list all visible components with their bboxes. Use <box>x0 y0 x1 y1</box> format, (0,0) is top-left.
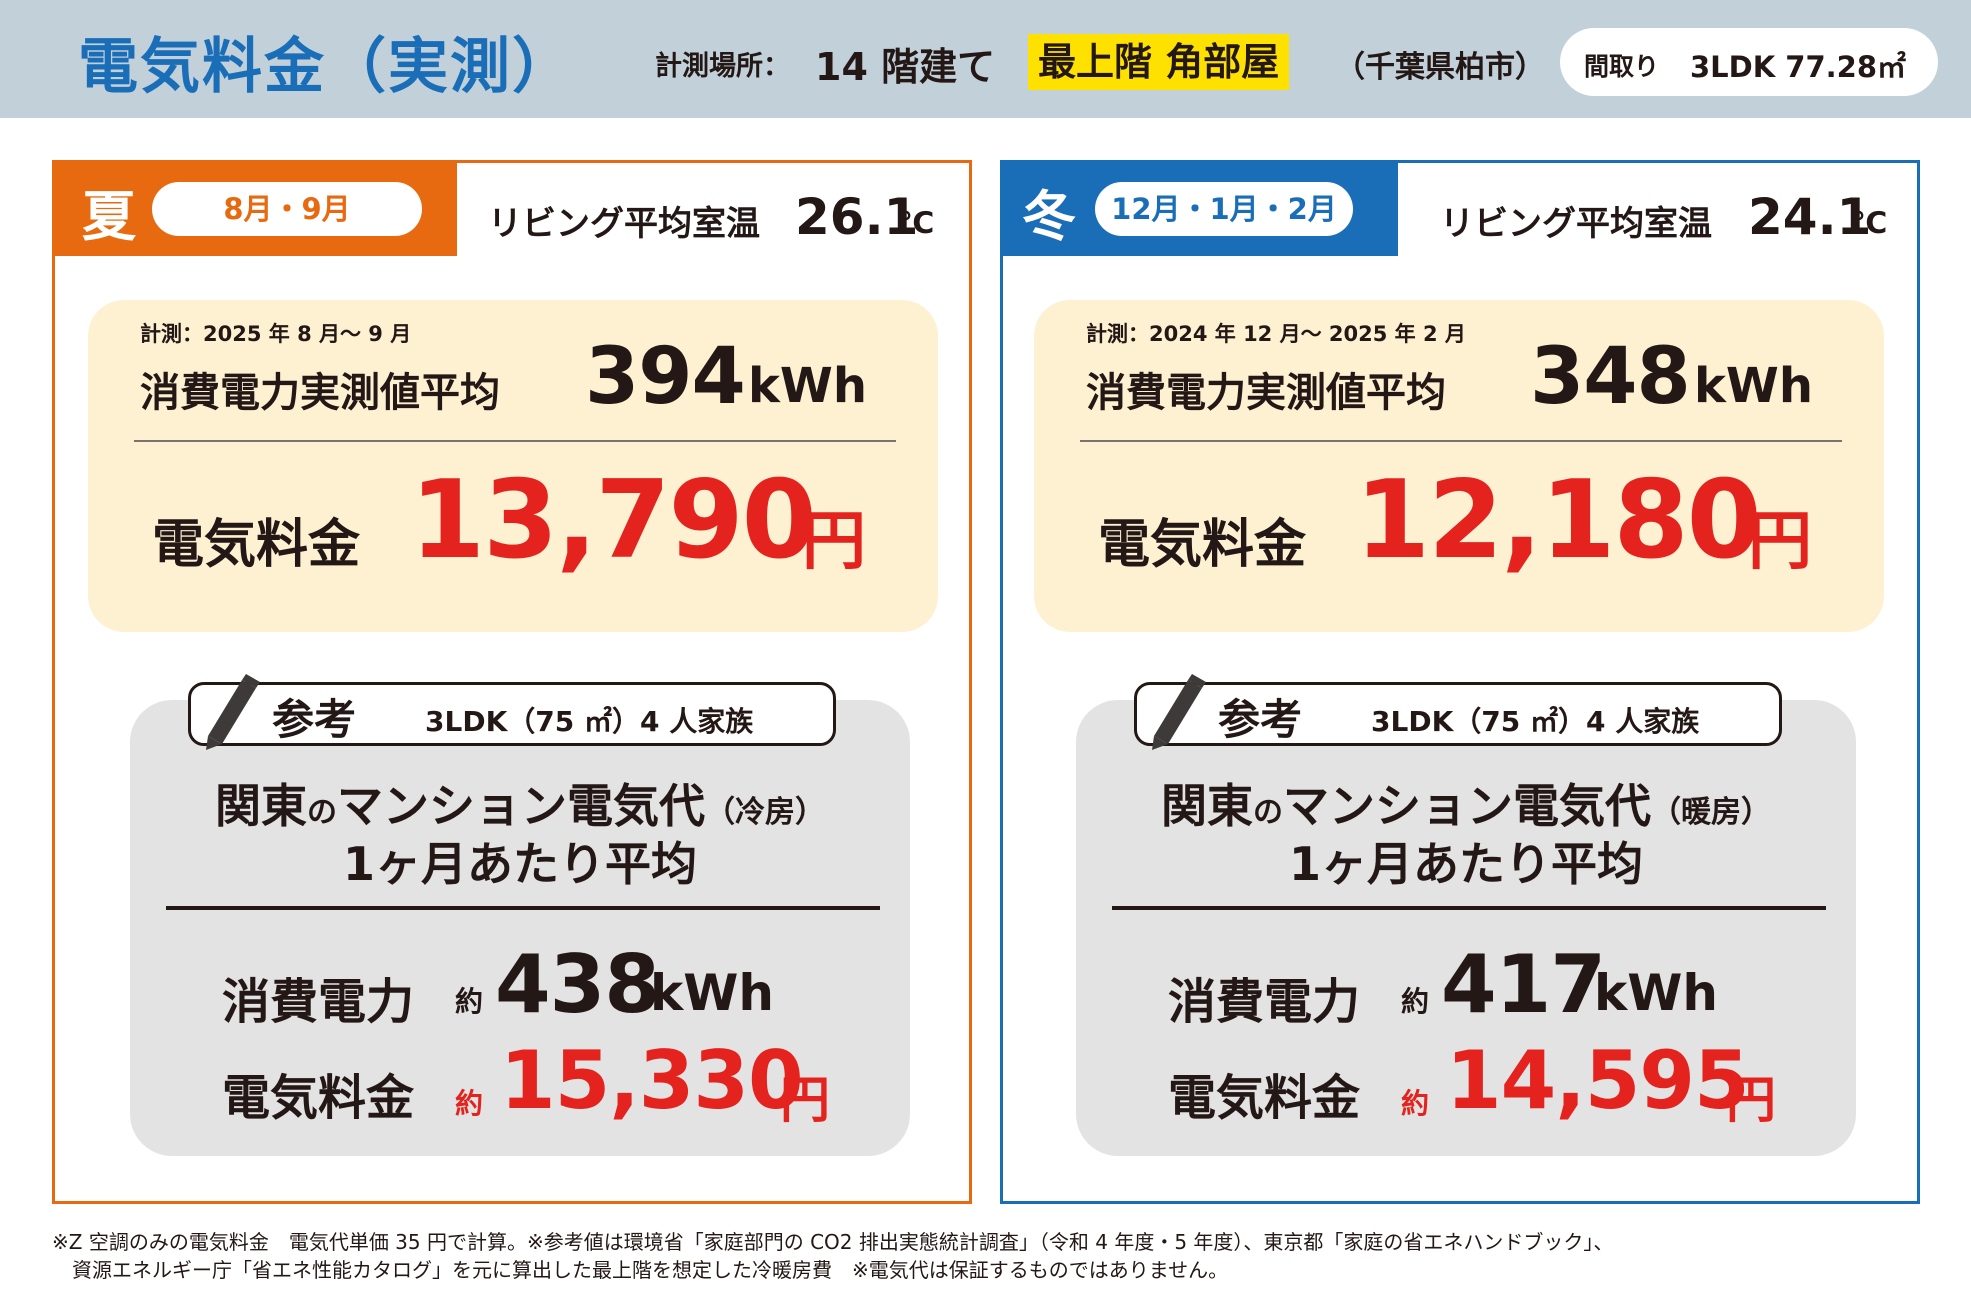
summer-reference-heading: 関東のマンション電気代（冷房） <box>130 770 910 836</box>
summer-ref-price-unit: 円 <box>780 1071 830 1129</box>
winter-reference-subject: マンション電気代 <box>1283 779 1651 833</box>
winter-reference-tag <box>1134 682 1782 746</box>
winter-consumption-label: 消費電力実測値平均 <box>1086 370 1446 416</box>
winter-ref-consumption-value: 417 <box>1441 938 1606 1031</box>
summer-reference-region: 関東 <box>215 779 307 833</box>
winter-reference-region: 関東 <box>1161 779 1253 833</box>
winter-ref-consumption-approx: 約 <box>1401 985 1430 1018</box>
winter-reference-box <box>1076 700 1856 1156</box>
floorplan-value: 3LDK 77.28㎡ <box>1690 50 1907 84</box>
summer-temp-unit: ℃ <box>898 206 935 241</box>
winter-ref-price-value: 14,595 <box>1446 1034 1750 1127</box>
location-highlight: 最上階 角部屋 <box>1028 34 1290 90</box>
footnote: ※Z 空調のみの電気料金 電気代単価 35 円で計算。※参考値は環境省「家庭部門… <box>52 1228 1932 1284</box>
summer-measure-period: 計測：2025 年 8 月～ 9 月 <box>140 322 412 346</box>
winter-reference-subheading: 1ヶ月あたり平均 <box>1288 837 1643 891</box>
summer-temp-label: リビング平均室温 <box>488 204 760 244</box>
winter-ref-price-approx: 約 <box>1401 1087 1430 1120</box>
summer-reference-subject: マンション電気代 <box>337 779 705 833</box>
summer-price-unit: 円 <box>802 505 866 579</box>
summer-temp-value: 26.1 <box>795 188 919 246</box>
winter-measure-period: 計測：2024 年 12 月～ 2025 年 2 月 <box>1086 322 1466 346</box>
summer-reference-subheading: 1ヶ月あたり平均 <box>342 837 697 891</box>
winter-ref-consumption-label: 消費電力 <box>1168 974 1361 1030</box>
footnote-line-2: 資源エネルギー庁「省エネ性能カタログ」を元に算出した最上階を想定した冷暖房費 ※… <box>52 1258 1229 1282</box>
page-title: 電気料金（実測） <box>78 32 574 102</box>
pencil-icon <box>1152 674 1206 750</box>
winter-reference-mode: （暖房） <box>1651 795 1771 830</box>
winter-temp-value: 24.1 <box>1748 188 1872 246</box>
winter-months-pill: 12月・1月・2月 <box>1095 182 1353 236</box>
winter-measure-divider <box>1080 440 1842 442</box>
winter-price-label: 電気料金 <box>1098 515 1307 575</box>
summer-ref-consumption-value: 438 <box>495 938 660 1031</box>
summer-consumption-value: 394 <box>585 332 746 422</box>
winter-reference-particle: の <box>1253 795 1283 830</box>
floorplan-pill <box>1560 28 1938 96</box>
winter-reference-family: 3LDK（75 ㎡）4 人家族 <box>1371 705 1700 738</box>
summer-consumption-label: 消費電力実測値平均 <box>140 370 500 416</box>
winter-measurement-box <box>1034 300 1884 632</box>
summer-price-label: 電気料金 <box>152 515 361 575</box>
winter-temp-unit: ℃ <box>1851 206 1888 241</box>
summer-reference-divider <box>166 906 880 910</box>
pencil-icon <box>206 674 260 750</box>
location-building: 14 階建て <box>815 45 996 89</box>
summer-price-value: 13,790 <box>410 458 817 583</box>
summer-ref-consumption-label: 消費電力 <box>222 974 415 1030</box>
winter-ref-price-label: 電気料金 <box>1168 1070 1361 1126</box>
summer-reference-mode: （冷房） <box>705 795 825 830</box>
location-prefecture: （千葉県柏市） <box>1335 50 1545 85</box>
summer-months-pill: 8月・9月 <box>152 182 422 236</box>
summer-season-label: 夏 <box>82 185 136 248</box>
location-label: 計測場所： <box>655 51 790 82</box>
winter-consumption-value: 348 <box>1530 332 1691 422</box>
winter-consumption-unit: kWh <box>1694 358 1814 414</box>
summer-consumption-unit: kWh <box>748 358 868 414</box>
summer-reference-box <box>130 700 910 1156</box>
summer-ref-consumption-unit: kWh <box>650 964 774 1022</box>
winter-temp-label: リビング平均室温 <box>1440 204 1712 244</box>
summer-ref-consumption-approx: 約 <box>455 985 484 1018</box>
summer-measurement-box <box>88 300 938 632</box>
summer-reference-particle: の <box>307 795 337 830</box>
summer-measure-divider <box>134 440 896 442</box>
winter-ref-price-unit: 円 <box>1726 1071 1776 1129</box>
summer-ref-price-label: 電気料金 <box>222 1070 415 1126</box>
summer-reference-title: 参考 <box>272 695 357 744</box>
footnote-line-1: ※Z 空調のみの電気料金 電気代単価 35 円で計算。※参考値は環境省「家庭部門… <box>52 1230 1614 1254</box>
winter-reference-title: 参考 <box>1218 695 1303 744</box>
winter-price-unit: 円 <box>1748 505 1812 579</box>
winter-season-label: 冬 <box>1022 185 1076 248</box>
summer-ref-price-value: 15,330 <box>500 1034 804 1127</box>
winter-ref-consumption-unit: kWh <box>1594 964 1718 1022</box>
summer-ref-price-approx: 約 <box>455 1087 484 1120</box>
winter-reference-heading: 関東のマンション電気代（暖房） <box>1076 770 1856 836</box>
winter-price-value: 12,180 <box>1355 458 1762 583</box>
winter-reference-divider <box>1112 906 1826 910</box>
floorplan-label: 間取り <box>1584 52 1660 81</box>
summer-reference-family: 3LDK（75 ㎡）4 人家族 <box>425 705 754 738</box>
summer-reference-tag <box>188 682 836 746</box>
